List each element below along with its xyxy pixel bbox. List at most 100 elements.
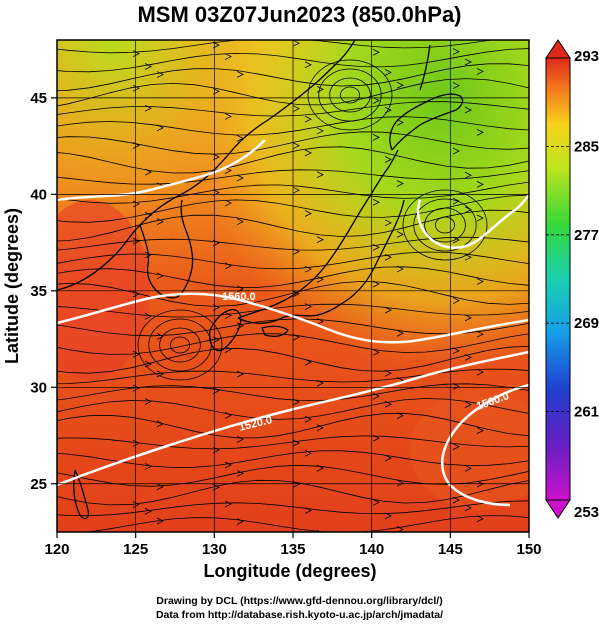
streamline-arrow — [316, 236, 324, 243]
contour-south-east — [440, 383, 529, 507]
coastlines — [57, 40, 464, 520]
streamline-arrow — [396, 479, 404, 487]
streamline-arrow — [372, 348, 380, 356]
streamline — [57, 209, 529, 242]
colorbar-label: 261 — [574, 404, 599, 421]
streamline-arrow — [224, 113, 232, 120]
streamline-arrow — [236, 370, 244, 378]
streamline-swirl — [329, 77, 371, 113]
streamline-arrow — [132, 142, 140, 149]
colorbar-bottom-arrow — [545, 499, 571, 519]
streamline-arrow — [212, 41, 220, 49]
streamline — [57, 169, 529, 185]
streamline-arrow — [156, 332, 164, 340]
streamline-arrow — [212, 336, 220, 344]
x-axis-title: Longitude (degrees) — [203, 561, 376, 581]
streamline-arrow — [464, 401, 472, 408]
streamline-swirl — [318, 68, 382, 122]
streamline-arrow — [304, 265, 312, 273]
streamline-arrow — [224, 346, 232, 353]
streamline-arrow — [132, 237, 140, 245]
streamline-arrow — [212, 239, 220, 247]
y-tick-label: 25 — [30, 476, 47, 493]
streamline-arrow — [384, 306, 392, 314]
streamline — [57, 333, 529, 355]
streamline-arrow — [156, 218, 164, 225]
streamline-arrow — [304, 507, 312, 514]
streamline-arrow — [144, 251, 152, 259]
coast-honshu — [237, 149, 399, 319]
streamline-arrow — [464, 106, 472, 114]
y-axis-ticks: 25 30 35 40 45 — [30, 90, 57, 493]
streamline-arrow — [384, 369, 392, 377]
streamline-arrow — [156, 370, 164, 378]
streamline-arrow — [316, 318, 324, 325]
coast-shikoku — [261, 325, 289, 337]
temperature-field — [57, 40, 529, 532]
streamline-arrow — [292, 480, 300, 488]
streamline-arrow — [236, 470, 244, 477]
coast-hokkaido — [389, 93, 464, 151]
streamline-arrow — [396, 265, 404, 273]
streamline-arrow — [452, 236, 460, 244]
streamline — [57, 101, 529, 117]
streamline-arrow — [384, 253, 392, 261]
streamline — [57, 398, 529, 420]
streamline-arrow — [372, 198, 380, 206]
streamline-arrow — [132, 84, 140, 92]
streamline-arrow — [384, 69, 392, 76]
streamline-arrow — [292, 439, 300, 447]
streamline-arrow — [372, 97, 380, 104]
streamline-arrow — [372, 280, 380, 288]
contour-1520 — [57, 350, 529, 487]
streamline-arrow — [144, 398, 152, 405]
streamline-arrow — [476, 368, 484, 376]
credit-data: Data from http://database.rish.kyoto-u.a… — [155, 609, 444, 621]
credit-drawing: Drawing by DCL (https://www.gfd-dennou.o… — [156, 595, 443, 607]
colorbar-label: 253 — [574, 504, 599, 521]
streamline-arrow — [144, 104, 152, 112]
streamline-swirl — [137, 309, 223, 381]
streamline-arrow — [396, 329, 404, 337]
streamline-swirl — [413, 198, 477, 252]
streamline-arrow — [316, 424, 324, 432]
streamline — [57, 500, 529, 517]
contour-north — [57, 139, 266, 202]
streamline — [57, 194, 529, 223]
streamline-arrow — [224, 312, 232, 319]
colorbar-top-arrow — [545, 39, 571, 59]
coast-taiwan — [73, 469, 90, 520]
streamline-arrow — [132, 200, 140, 208]
streamline — [57, 236, 529, 251]
colorbar-label: 285 — [574, 138, 599, 155]
streamline-arrow — [144, 507, 152, 515]
streamline-arrow — [316, 464, 324, 472]
streamline-arrow — [384, 400, 392, 408]
streamline-arrow — [396, 81, 404, 89]
streamline-arrow — [132, 384, 140, 392]
x-tick-label: 150 — [516, 541, 541, 558]
streamline-arrow — [304, 61, 312, 69]
y-axis-title: Latitude (degrees) — [2, 208, 22, 364]
streamline-arrow — [476, 180, 484, 188]
streamline-arrow — [372, 48, 380, 56]
streamline-arrow — [156, 272, 164, 280]
streamline-arrow — [384, 512, 392, 520]
map-title: MSM 03Z07Jun2023 (850.0hPa) — [137, 2, 462, 27]
streamline-arrow — [464, 354, 472, 361]
streamline — [57, 412, 529, 439]
streamline — [57, 63, 529, 92]
streamline-arrow — [372, 392, 380, 400]
streamline-arrow — [372, 244, 380, 251]
streamline-arrow — [372, 434, 380, 442]
streamline-arrow — [156, 420, 164, 428]
streamline-arrow — [236, 174, 244, 182]
streamline-arrow — [464, 171, 472, 179]
streamline-swirl — [402, 189, 488, 261]
streamline-arrow — [464, 58, 472, 66]
contour-label-1560: 1560.0 — [222, 291, 256, 303]
streamline-arrow — [292, 105, 300, 112]
streamline — [57, 146, 529, 174]
streamline-arrow — [452, 297, 460, 304]
